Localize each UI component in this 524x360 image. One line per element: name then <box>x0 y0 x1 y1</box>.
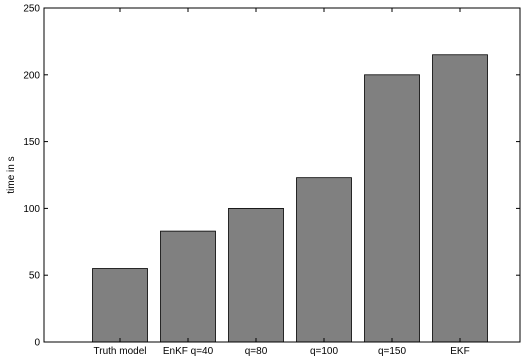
bar-4 <box>364 74 420 343</box>
x-tick-label-1: EnKF q=40 <box>163 346 214 357</box>
bar-1 <box>160 230 216 343</box>
ticks-layer: Truth model EnKF q=40 q=80 q=100 q=150 EKF 0 50… <box>23 4 520 357</box>
bar-5 <box>432 54 488 343</box>
x-tick-label-0: Truth model <box>94 346 147 357</box>
x-tick-label-3: q=100 <box>310 346 339 357</box>
y-axis-title: time in s <box>6 156 17 193</box>
bar-0 <box>92 268 148 343</box>
y-tick-label-2: 100 <box>23 204 40 215</box>
bar-3 <box>296 177 352 343</box>
x-tick-label-2: q=80 <box>245 346 268 357</box>
y-tick-label-1: 50 <box>29 271 41 282</box>
x-tick-label-4: q=150 <box>378 346 407 357</box>
bars-layer <box>92 54 488 343</box>
y-tick-label-0: 0 <box>34 338 40 349</box>
y-tick-label-5: 250 <box>23 4 40 15</box>
y-tick-label-4: 200 <box>23 70 40 81</box>
plot-frame <box>43 7 521 343</box>
x-tick-label-5: EKF <box>450 346 469 357</box>
bar-2 <box>228 207 284 343</box>
y-tick-label-3: 150 <box>23 137 40 148</box>
